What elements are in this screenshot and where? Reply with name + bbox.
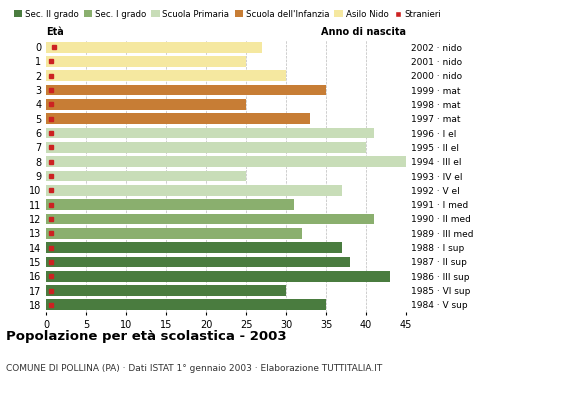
Bar: [46, 56, 246, 67]
Bar: [46, 156, 406, 167]
Bar: [46, 171, 246, 181]
Legend: Sec. II grado, Sec. I grado, Scuola Primaria, Scuola dell'Infanzia, Asilo Nido, : Sec. II grado, Sec. I grado, Scuola Prim…: [10, 6, 445, 22]
Bar: [46, 42, 262, 52]
Bar: [46, 128, 374, 138]
Bar: [46, 242, 342, 253]
Bar: [46, 228, 302, 239]
Bar: [46, 300, 326, 310]
Bar: [46, 142, 366, 153]
Bar: [46, 113, 310, 124]
Bar: [46, 214, 374, 224]
Bar: [46, 271, 390, 282]
Bar: [46, 185, 342, 196]
Bar: [46, 99, 246, 110]
Text: COMUNE DI POLLINA (PA) · Dati ISTAT 1° gennaio 2003 · Elaborazione TUTTITALIA.IT: COMUNE DI POLLINA (PA) · Dati ISTAT 1° g…: [6, 364, 382, 373]
Bar: [46, 85, 326, 96]
Text: Popolazione per età scolastica - 2003: Popolazione per età scolastica - 2003: [6, 330, 287, 343]
Bar: [46, 285, 286, 296]
Bar: [46, 70, 286, 81]
Text: Età: Età: [46, 27, 64, 37]
Bar: [46, 199, 294, 210]
Text: Anno di nascita: Anno di nascita: [321, 27, 406, 37]
Bar: [46, 256, 350, 267]
